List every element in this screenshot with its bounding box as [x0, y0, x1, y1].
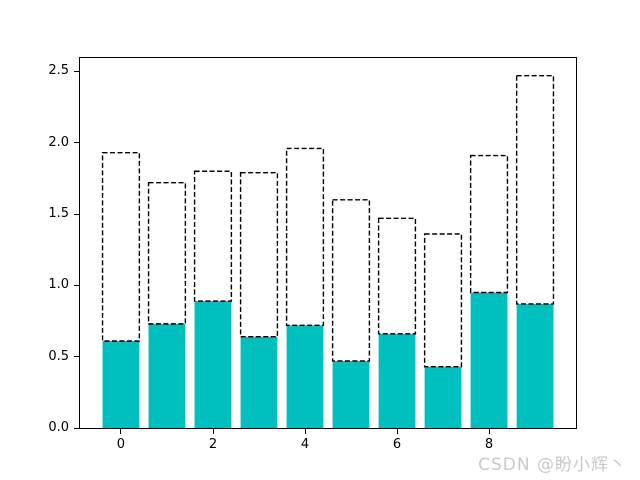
bar-bottom-segment-3 [240, 336, 278, 428]
bar-bottom-segment-9 [516, 303, 554, 428]
bar-bottom-segment-6 [378, 333, 416, 428]
x-tick-label: 0 [116, 437, 126, 452]
bar-bottom-segment-2 [194, 301, 232, 428]
bar-top-segment-6 [377, 217, 417, 335]
x-tick-label: 8 [484, 437, 494, 452]
x-tick-mark [304, 429, 306, 434]
y-tick-label: 0.5 [48, 348, 69, 364]
x-tick-label: 2 [208, 437, 218, 452]
watermark: CSDN @盼小辉丶 [478, 455, 627, 475]
bar-bottom-segment-7 [424, 366, 462, 428]
bar-top-segment-5 [331, 199, 371, 362]
bars-layer [101, 74, 555, 428]
bar-top-segment-8 [469, 154, 509, 294]
plot-area: 0.0 0.5 1.0 1.5 2.0 2.5 0 2 4 6 8 [48, 57, 577, 452]
bar-top-segment-2 [193, 170, 233, 302]
x-tick-mark [488, 429, 490, 434]
bar-top-segment-7 [423, 233, 463, 368]
y-tick-mark [74, 213, 79, 215]
bar-bottom-segment-1 [148, 323, 186, 428]
y-tick-mark [74, 142, 79, 144]
y-tick-label: 2.5 [48, 63, 69, 79]
y-tick-mark [74, 70, 79, 72]
y-tick-mark [74, 356, 79, 358]
bar-bottom-segment-5 [332, 360, 370, 428]
x-tick-label: 4 [300, 437, 310, 452]
bar-bottom-segment-0 [102, 340, 140, 428]
bar-top-segment-3 [239, 171, 279, 338]
y-tick-mark [74, 284, 79, 286]
y-tick-mark [74, 427, 79, 429]
y-tick-label: 0.0 [48, 420, 69, 435]
bar-top-segment-0 [101, 152, 141, 342]
bar-bottom-segment-8 [470, 292, 508, 428]
y-tick-label: 1.0 [48, 277, 69, 293]
y-tick-label: 2.0 [48, 134, 69, 150]
x-tick-mark [212, 429, 214, 434]
bar-top-segment-9 [515, 74, 555, 305]
x-tick-mark [120, 429, 122, 434]
x-tick-label: 6 [392, 437, 402, 452]
bar-top-segment-1 [147, 181, 187, 325]
x-tick-mark [396, 429, 398, 434]
y-tick-label: 1.5 [48, 206, 69, 221]
bar-top-segment-4 [285, 147, 325, 326]
bar-bottom-segment-4 [286, 325, 324, 428]
